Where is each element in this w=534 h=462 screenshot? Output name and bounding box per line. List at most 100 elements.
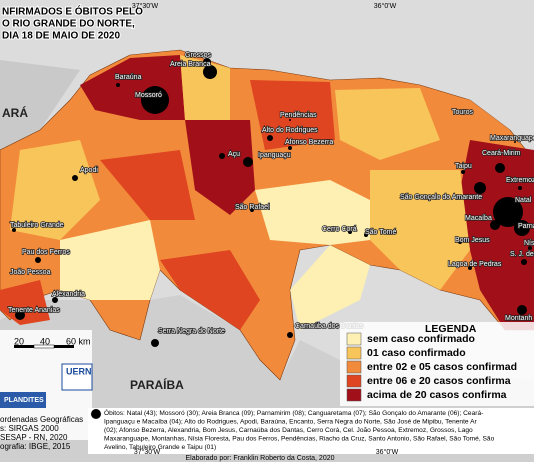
logo-uern <box>61 363 93 391</box>
death-dot <box>35 257 41 263</box>
legend-label: entre 06 e 20 casos confirma <box>367 375 511 387</box>
credit-line: ordenadas Geográficas <box>0 415 83 424</box>
title-line: NFIRMADOS E ÓBITOS PELO <box>2 5 143 18</box>
obitos-box <box>88 408 534 454</box>
death-dot <box>474 182 486 194</box>
graticule-label: 37°30'W <box>132 2 159 10</box>
municipality-label: S. J. de Mipib <box>510 251 534 258</box>
municipality-label: Baraúna <box>115 74 142 81</box>
municipality-label: Alexandria <box>52 291 85 298</box>
region-label: ARÁ <box>2 105 28 120</box>
state-map <box>0 49 534 381</box>
death-dot <box>490 220 500 230</box>
obitos-symbol <box>91 409 101 419</box>
scale-label: 40 <box>40 336 50 346</box>
legend-title: LEGENDA <box>425 323 477 335</box>
municipality-label: Extremoz <box>506 177 534 184</box>
death-dot <box>151 339 159 347</box>
death-dot <box>141 86 169 114</box>
death-dot <box>468 266 472 270</box>
obitos-line: Maxaranguape, Montanhas, Nísia Floresta,… <box>104 435 495 442</box>
municipality-label: Apodi <box>80 167 98 174</box>
legend-swatch <box>346 346 362 360</box>
municipality-labels: Grossos Areia Branca Baraúna Mossoró Pendênc… <box>7 51 534 347</box>
death-dot <box>461 170 465 174</box>
death-dot <box>493 197 523 227</box>
death-dot <box>514 141 516 143</box>
logo-text: PLANDITES <box>4 397 44 404</box>
death-dot <box>458 240 462 244</box>
death-dot <box>495 163 505 173</box>
obitos-line: Ipanguaçu e Macaíba (04); Alto do Rodrig… <box>104 418 477 425</box>
municipality-label: Nísi <box>524 240 534 247</box>
municipality-label: Alto do Rodrigues <box>262 127 318 134</box>
municipality-label: Grossos <box>185 52 212 59</box>
scale-bar <box>14 345 34 348</box>
municipality-label: São Rafael <box>235 204 270 211</box>
death-dot <box>52 297 58 303</box>
death-dot <box>15 310 25 320</box>
legend-swatch <box>346 360 362 374</box>
death-dot <box>528 246 532 250</box>
death-dot <box>72 175 78 181</box>
obitos-line: (02); Afonso Bezerra, Alexandria, Bom Je… <box>104 427 473 434</box>
logo-plandites <box>0 392 46 408</box>
municipality-label: Ceará-Mirim <box>482 150 521 157</box>
scale-label: 60 km <box>66 336 91 346</box>
death-dot <box>12 228 16 232</box>
death-dot <box>203 58 211 66</box>
municipality-label: Tabuleiro Grande <box>10 222 64 229</box>
death-dot <box>219 153 225 159</box>
death-dot <box>287 332 293 338</box>
municipality-label: Pendências <box>280 112 317 119</box>
municipality-label: Pau dos Ferros <box>22 249 70 256</box>
municipality-label: Areia Branca <box>170 61 211 68</box>
death-dot <box>517 305 527 315</box>
death-dot <box>518 186 522 190</box>
footer: Elaborado por: Franklin Roberto da Costa… <box>185 455 334 462</box>
legend-swatch <box>346 374 362 388</box>
title-line: DIA 18 DE MAIO DE 2020 <box>2 31 120 42</box>
graticule-label: 37°30'W <box>134 448 161 456</box>
municipality-label: Serra Negra do Norte <box>158 328 225 335</box>
title-line: O RIO GRANDE DO NORTE, <box>2 19 135 30</box>
death-dot <box>521 259 527 265</box>
legend-swatch <box>346 388 362 402</box>
municipality-label: Açu <box>228 151 240 158</box>
logo-text: UERN <box>66 366 92 376</box>
death-dot <box>348 230 352 234</box>
municipality-label: Afonso Bezerra <box>285 139 333 146</box>
municipality-label: Parna <box>518 223 534 230</box>
death-dot <box>116 83 120 87</box>
legend-label: entre 02 e 05 casos confirmad <box>367 361 517 373</box>
legend-label: sem caso confirmado <box>367 333 475 345</box>
graticule-label: 36°0'W <box>374 2 397 10</box>
municipality-label: Maxaranguape <box>490 135 534 142</box>
municipality-label: Mossoró <box>135 92 162 99</box>
municipality-label: Cerro Corá <box>322 226 357 233</box>
death-dot <box>267 135 273 141</box>
scale-bar <box>54 345 74 348</box>
municipality-label: Ipanguaçu <box>258 152 291 159</box>
legend-swatch <box>346 332 362 346</box>
credit-line: ografia: IBGE, 2015 <box>0 442 71 451</box>
municipality-label: Natal <box>515 197 532 204</box>
municipality-label: São Tomé <box>365 229 396 236</box>
ceara-area <box>0 60 80 150</box>
municipality-label: São Gonçalo do Amarante <box>400 194 482 201</box>
credit-line: SESAP - RN, 2020 <box>0 433 68 442</box>
municipality-label: Touros <box>452 109 474 116</box>
legend-label: acima de 20 casos confirma <box>367 389 507 401</box>
scale-label: 20 <box>14 336 24 346</box>
municipality-label: Bom Jesus <box>455 237 490 244</box>
municipality-label: Lagoa de Pedras <box>448 261 502 268</box>
municipality-label: Carnaúba dos Dantas <box>295 323 364 330</box>
municipality-label: Montanh <box>505 315 532 322</box>
obitos-line: Avelino, Tabuleiro Grande e Taipu (01) <box>104 444 216 451</box>
death-dot <box>289 119 291 121</box>
municipality-label: Taipu <box>455 163 472 170</box>
death-dot <box>243 157 253 167</box>
